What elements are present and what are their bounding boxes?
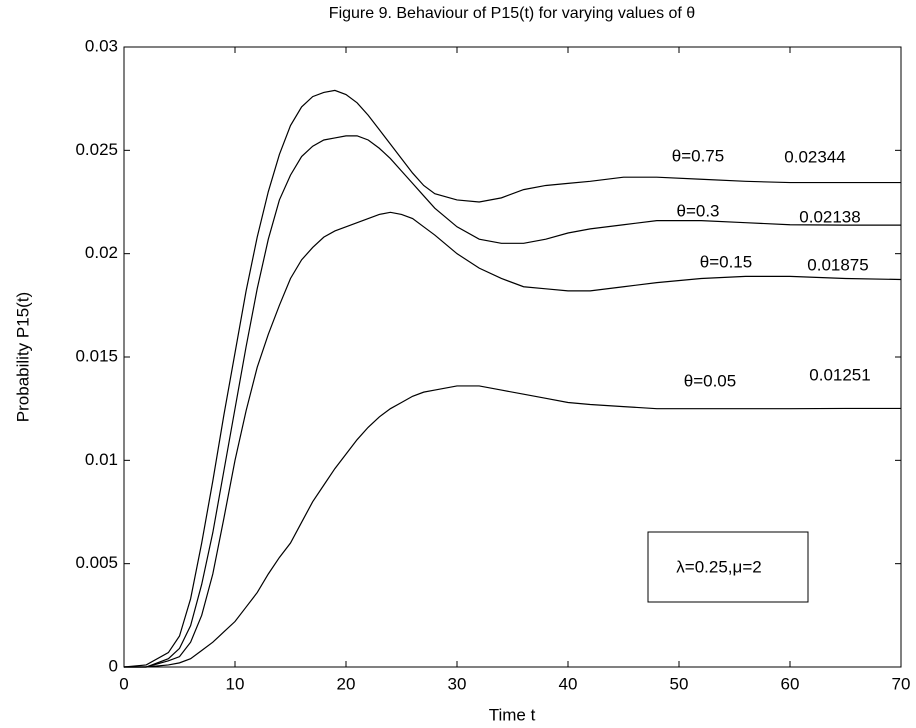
annotation: λ=0.25,μ=2 [676, 557, 761, 576]
x-tick-label: 30 [448, 674, 467, 693]
x-axis-label: Time t [489, 705, 536, 724]
curve-label: θ=0.3 [676, 201, 719, 220]
series-line [123, 89, 901, 668]
x-tick-label: 40 [559, 674, 578, 693]
x-tick-label: 70 [892, 674, 911, 693]
y-tick-label: 0.01 [85, 450, 118, 469]
curve-label: θ=0.15 [700, 252, 752, 271]
y-tick-label: 0.03 [85, 36, 118, 55]
x-tick-label: 10 [226, 674, 245, 693]
chart-title: Figure 9. Behaviour of P15(t) for varyin… [329, 5, 696, 22]
y-tick-label: 0.015 [75, 346, 118, 365]
end-value-label: 0.01251 [809, 365, 870, 384]
curve-label: θ=0.05 [684, 371, 736, 390]
x-tick-label: 50 [670, 674, 689, 693]
y-tick-label: 0.02 [85, 243, 118, 262]
y-axis-label: Probability P15(t) [13, 292, 32, 422]
y-tick-label: 0.025 [75, 140, 118, 159]
x-tick-label: 20 [337, 674, 356, 693]
x-tick-label: 0 [119, 674, 128, 693]
series-line [124, 385, 901, 668]
series-line [124, 135, 901, 668]
curve-label: θ=0.75 [672, 146, 724, 165]
end-value-label: 0.01875 [807, 255, 868, 274]
annotation-box [647, 531, 809, 603]
end-value-label: 0.02138 [799, 207, 860, 226]
end-value-label: 0.02344 [784, 147, 845, 166]
y-tick-label: 0.005 [75, 553, 118, 572]
x-tick-label: 60 [781, 674, 800, 693]
series-line [124, 211, 902, 668]
y-tick-label: 0 [109, 656, 118, 675]
